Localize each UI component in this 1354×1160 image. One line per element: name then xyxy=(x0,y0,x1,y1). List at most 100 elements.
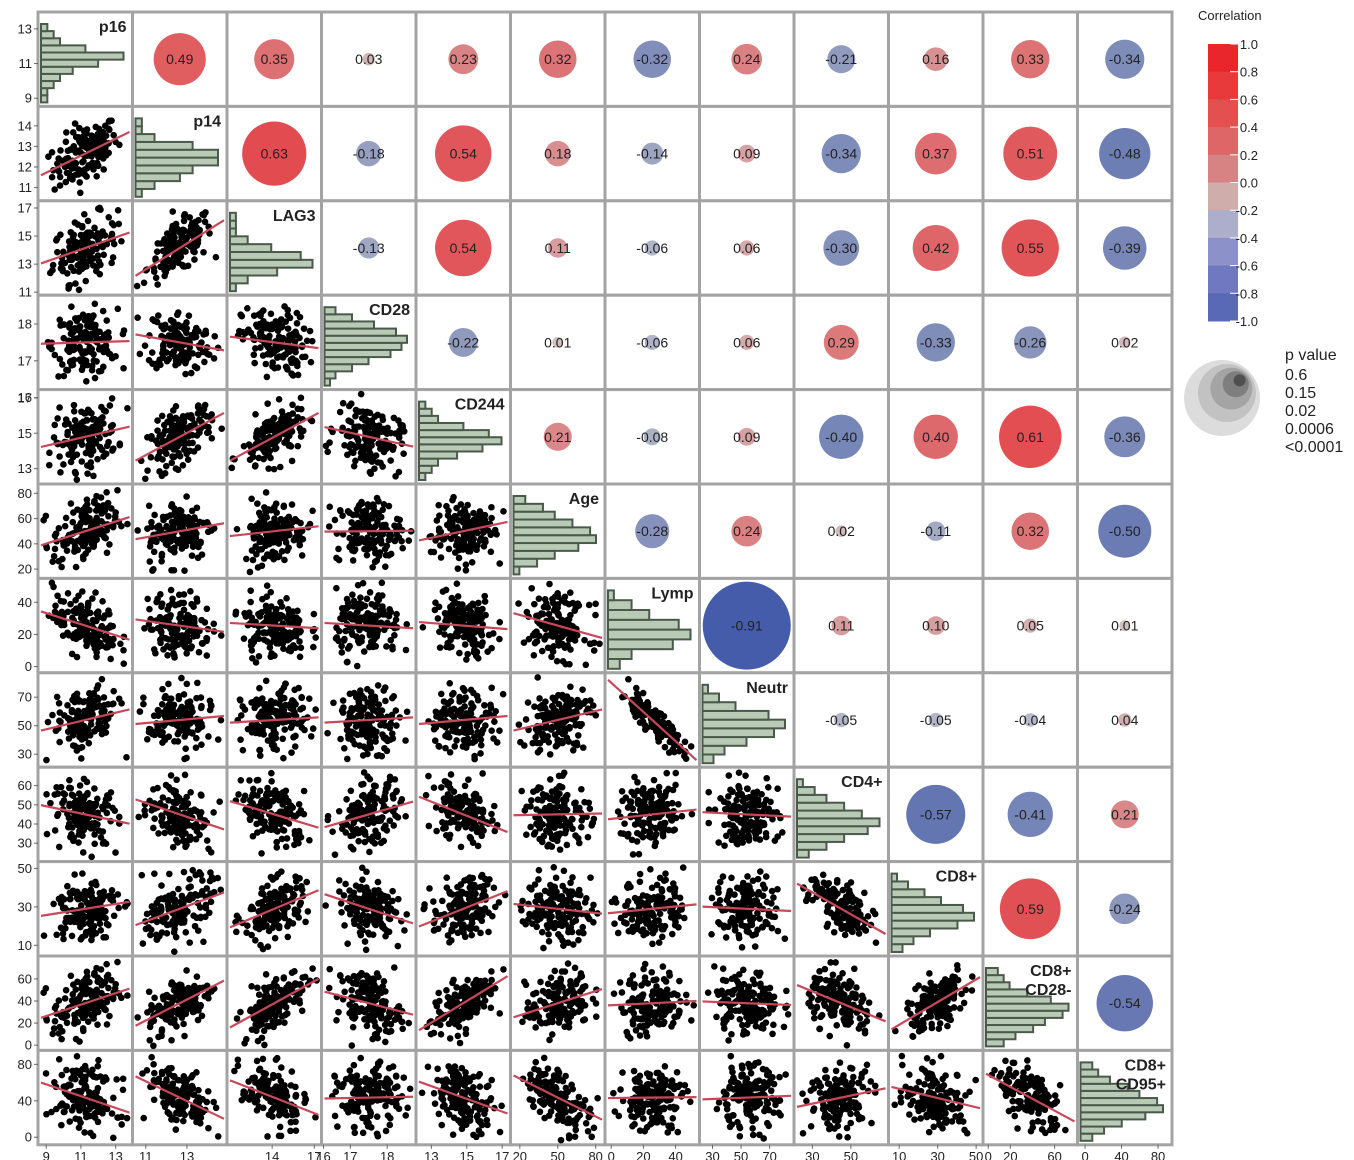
data-point xyxy=(88,853,95,861)
correlation-value: 0.49 xyxy=(166,51,193,67)
data-point xyxy=(373,557,381,564)
data-point xyxy=(366,589,374,596)
data-point xyxy=(182,728,190,735)
histogram-bar xyxy=(40,72,62,83)
data-point xyxy=(351,546,359,553)
data-point xyxy=(51,186,58,193)
data-point xyxy=(84,217,92,225)
data-point xyxy=(52,602,59,610)
data-point xyxy=(386,606,393,613)
data-point xyxy=(82,518,90,526)
data-point xyxy=(290,733,297,741)
data-point xyxy=(265,465,272,472)
data-point xyxy=(55,373,62,380)
data-point xyxy=(108,259,115,267)
data-point xyxy=(192,824,200,831)
data-point xyxy=(42,512,50,520)
data-point xyxy=(159,794,167,801)
data-point xyxy=(172,414,180,422)
data-point xyxy=(473,692,481,700)
data-point xyxy=(288,501,296,508)
histogram-bar xyxy=(418,471,427,482)
correlation-value: 0.35 xyxy=(261,51,288,67)
data-point xyxy=(203,652,211,659)
cell-group: -0.91 xyxy=(702,581,791,670)
data-point xyxy=(176,818,184,826)
correlation-value: 0.02 xyxy=(1111,334,1138,350)
variable-label: Age xyxy=(569,491,599,508)
data-point xyxy=(259,595,266,603)
data-point xyxy=(467,612,474,620)
data-point xyxy=(200,211,208,219)
data-point xyxy=(210,620,218,628)
data-point xyxy=(200,411,208,419)
data-point xyxy=(592,712,600,719)
data-point xyxy=(268,650,275,657)
data-point xyxy=(271,708,278,716)
data-point xyxy=(56,738,63,746)
data-point xyxy=(250,785,257,793)
data-point xyxy=(91,840,99,848)
data-point xyxy=(87,463,95,471)
data-point xyxy=(682,755,690,763)
data-point xyxy=(184,703,192,710)
data-point xyxy=(73,690,81,698)
data-point xyxy=(377,536,385,544)
data-point xyxy=(174,793,181,800)
data-point xyxy=(249,556,257,564)
histogram-bar xyxy=(229,227,237,238)
data-point xyxy=(341,745,348,752)
data-point xyxy=(148,518,155,526)
data-point xyxy=(92,800,100,808)
histogram-bar xyxy=(607,618,680,631)
data-point xyxy=(65,632,73,639)
data-point xyxy=(159,685,166,693)
data-point xyxy=(397,421,404,429)
data-point xyxy=(281,439,288,446)
data-point xyxy=(295,684,302,692)
data-point xyxy=(528,584,536,592)
data-point xyxy=(437,542,444,549)
data-point xyxy=(554,590,561,597)
data-point xyxy=(158,628,165,636)
data-point xyxy=(168,643,175,650)
histogram-bar xyxy=(418,443,484,453)
data-point xyxy=(82,377,90,385)
data-point xyxy=(65,820,73,828)
data-point xyxy=(687,743,695,750)
data-point xyxy=(80,775,88,783)
data-point xyxy=(389,643,396,650)
data-point xyxy=(272,734,280,742)
data-point xyxy=(169,208,177,215)
data-point xyxy=(241,610,248,617)
data-point xyxy=(159,822,167,829)
data-point xyxy=(158,323,165,330)
data-point xyxy=(468,558,476,566)
data-point xyxy=(84,470,91,477)
histogram-bar xyxy=(229,219,237,230)
data-point xyxy=(76,827,83,835)
data-point xyxy=(78,137,86,144)
data-point xyxy=(83,164,91,172)
data-point xyxy=(62,514,70,522)
data-point xyxy=(569,599,577,607)
data-point xyxy=(53,693,61,701)
data-point xyxy=(210,355,218,362)
histogram-bar xyxy=(40,87,49,97)
data-point xyxy=(258,546,265,553)
data-point xyxy=(100,532,108,540)
data-point xyxy=(374,682,382,689)
correlation-value: 0.23 xyxy=(450,51,477,67)
cell-group: 0.24 xyxy=(731,43,763,75)
data-point xyxy=(103,549,111,557)
cell-group: 0.02 xyxy=(1111,334,1138,350)
data-point xyxy=(61,522,69,530)
data-point xyxy=(665,719,672,727)
data-point xyxy=(275,540,283,547)
data-point xyxy=(182,803,189,811)
data-point xyxy=(388,730,396,737)
data-point xyxy=(338,649,346,656)
histogram-bar xyxy=(40,23,49,33)
data-point xyxy=(174,466,182,474)
data-point xyxy=(94,137,101,145)
